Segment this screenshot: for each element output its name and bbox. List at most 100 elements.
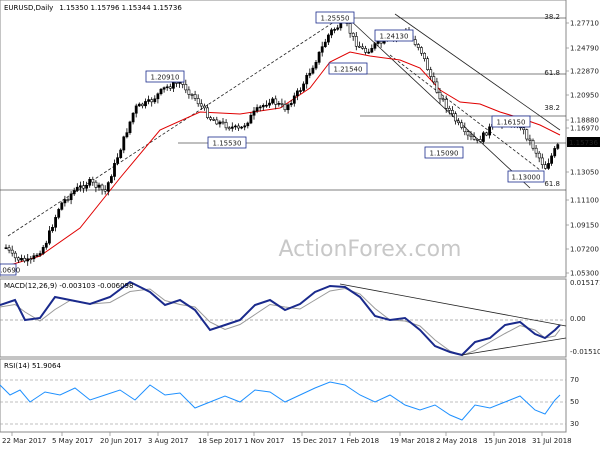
rsi-pane-frame — [0, 358, 567, 433]
trend-lines — [7, 13, 561, 237]
candle-body — [419, 47, 423, 54]
candle-body — [534, 147, 538, 154]
candle-body — [227, 127, 231, 130]
x-tick-label: 15 Jun 2018 — [484, 437, 526, 445]
candle-body — [373, 43, 377, 49]
macd-title: MACD(12,26,9) -0.003103 -0.006098 — [4, 282, 133, 290]
candle-body — [100, 184, 104, 191]
swing-label-box — [424, 146, 464, 159]
macd-y-label: 0.015171 — [570, 279, 600, 287]
candle-body — [348, 23, 352, 34]
y-tick-label: 1.13050 — [570, 169, 599, 177]
swing-label-box — [507, 170, 545, 183]
symbol-title: EURUSD,Daily — [4, 4, 53, 12]
candle-body — [255, 107, 259, 112]
candle-body — [94, 181, 98, 188]
candle-body — [75, 186, 79, 191]
candle-body — [537, 152, 541, 159]
candle-body — [550, 155, 554, 164]
candle-body — [63, 199, 67, 204]
candle-body — [252, 110, 256, 116]
candle-body — [441, 98, 445, 101]
x-tick-label: 20 Jun 2017 — [100, 437, 142, 445]
candle-body — [416, 44, 420, 48]
candle-body — [35, 254, 39, 257]
candle-body — [354, 36, 358, 47]
candle-body — [485, 132, 488, 136]
candle-body — [305, 75, 309, 85]
candle-body — [51, 227, 54, 232]
candle-body — [175, 82, 178, 84]
candle-body — [333, 29, 337, 31]
ema-line — [0, 51, 561, 269]
trend-line — [389, 54, 541, 171]
swing-labels: 1.25550 1.24130 1.21540 1.20910 1.15530 1.150… — [0, 11, 545, 276]
macd-y-label: 0.00 — [570, 315, 586, 323]
y-tick-label: 1.18880 — [570, 117, 599, 125]
candle-body — [376, 41, 380, 44]
candle-body — [187, 89, 191, 95]
y-tick-label: 1.24790 — [570, 45, 599, 53]
candle-body — [184, 84, 188, 91]
candle-body — [190, 94, 194, 96]
candle-body — [16, 257, 20, 261]
candle-body — [116, 157, 120, 164]
candle-body — [528, 138, 532, 141]
swing-label: 1.16150 — [497, 119, 526, 127]
candle-body — [323, 41, 327, 47]
trend-line — [7, 17, 341, 237]
rsi-y-label: 70 — [570, 376, 579, 384]
macd-main-line — [0, 280, 561, 357]
y-tick-label: 1.07200 — [570, 246, 599, 254]
candle-body — [423, 52, 426, 60]
fib-label: 61.8 — [544, 69, 560, 77]
candle-body — [326, 34, 330, 43]
y-tick-label: 1.11100 — [570, 197, 599, 205]
candle-body — [159, 88, 163, 95]
candle-body — [289, 103, 293, 106]
candle-body — [488, 126, 492, 136]
candle-body — [370, 48, 374, 53]
candle-body — [556, 144, 560, 149]
candle-body — [283, 104, 287, 111]
candle-body — [460, 122, 464, 128]
current-price-box — [567, 137, 600, 147]
candle-body — [215, 119, 219, 125]
candle-body — [69, 193, 73, 201]
swing-label: 1.25550 — [321, 15, 350, 23]
swing-label: 1.15090 — [430, 150, 459, 158]
candle-body — [193, 94, 197, 99]
candle-body — [292, 95, 296, 104]
candle-body — [246, 122, 250, 127]
candle-body — [221, 121, 225, 124]
candle-body — [66, 199, 70, 201]
candle-body — [435, 81, 439, 93]
fib-label: 38.2 — [544, 13, 560, 21]
candle-body — [540, 157, 544, 165]
y-tick-label: 1.16970 — [570, 125, 599, 133]
candle-body — [54, 217, 58, 228]
candle-body — [320, 46, 324, 53]
candle-body — [79, 185, 82, 188]
rsi-y-label: 30 — [570, 420, 579, 428]
candle-body — [463, 127, 467, 133]
candle-body — [60, 202, 64, 210]
candle-body — [447, 108, 451, 111]
candle-body — [103, 189, 107, 192]
candle-body — [237, 125, 240, 129]
watermark: ActionForex.com — [279, 237, 462, 262]
price-pane: ActionForex.com 38.2 61.8 38.2 61.8 1.25550… — [0, 0, 567, 278]
swing-label: 1.13000 — [512, 174, 541, 182]
price-pane-frame — [0, 0, 567, 278]
candle-body — [209, 117, 213, 120]
candle-body — [150, 99, 154, 103]
candle-body — [122, 136, 126, 151]
y-tick-label: 1.05300 — [570, 270, 599, 278]
macd-pane-frame — [0, 278, 567, 358]
candle-body — [364, 48, 368, 53]
macd-signal-line — [0, 287, 561, 357]
candle-body — [268, 102, 271, 106]
swing-label: 1.24130 — [380, 33, 409, 41]
candle-body — [57, 209, 61, 218]
x-tick-label: 1 Nov 2017 — [244, 437, 284, 445]
